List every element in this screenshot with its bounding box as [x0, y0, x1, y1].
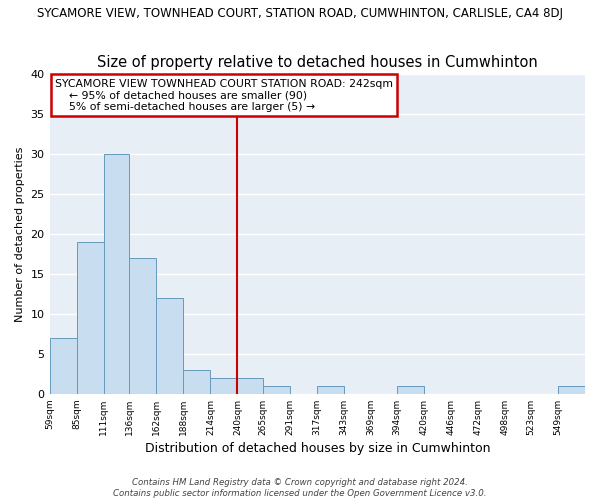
Bar — [397, 386, 424, 394]
Bar — [104, 154, 130, 394]
Y-axis label: Number of detached properties: Number of detached properties — [15, 146, 25, 322]
Text: SYCAMORE VIEW, TOWNHEAD COURT, STATION ROAD, CUMWHINTON, CARLISLE, CA4 8DJ: SYCAMORE VIEW, TOWNHEAD COURT, STATION R… — [37, 8, 563, 20]
Bar — [558, 386, 585, 394]
Text: Contains HM Land Registry data © Crown copyright and database right 2024.
Contai: Contains HM Land Registry data © Crown c… — [113, 478, 487, 498]
Bar — [77, 242, 104, 394]
X-axis label: Distribution of detached houses by size in Cumwhinton: Distribution of detached houses by size … — [145, 442, 490, 455]
Title: Size of property relative to detached houses in Cumwhinton: Size of property relative to detached ho… — [97, 55, 538, 70]
Bar — [317, 386, 344, 394]
Bar — [238, 378, 263, 394]
Bar — [130, 258, 157, 394]
Bar — [184, 370, 211, 394]
Bar — [263, 386, 290, 394]
Bar — [157, 298, 184, 394]
Bar — [50, 338, 77, 394]
Text: SYCAMORE VIEW TOWNHEAD COURT STATION ROAD: 242sqm
    ← 95% of detached houses a: SYCAMORE VIEW TOWNHEAD COURT STATION ROA… — [55, 78, 393, 112]
Bar — [211, 378, 238, 394]
